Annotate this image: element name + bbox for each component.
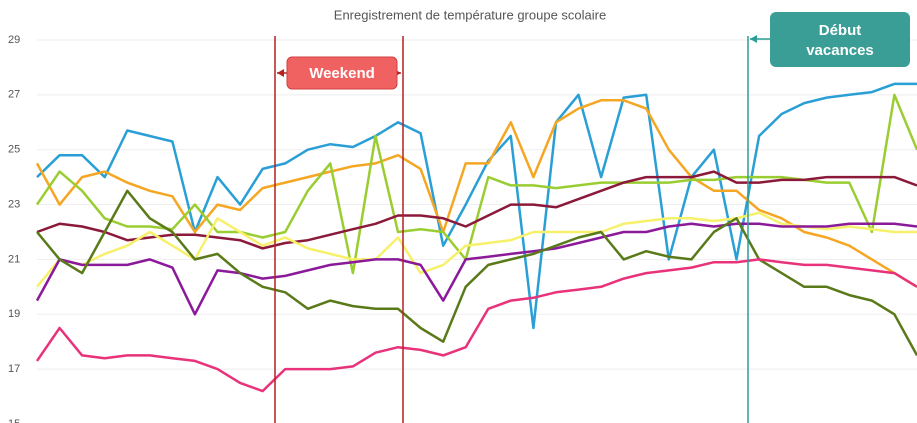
y-tick-label: 17 — [8, 363, 20, 375]
y-tick-label: 23 — [8, 198, 20, 210]
series-line — [35, 99, 917, 288]
arrow-head — [750, 35, 757, 43]
series-line — [35, 93, 917, 275]
series-line — [36, 211, 917, 288]
series-line — [35, 258, 917, 393]
y-tick-label: 27 — [8, 89, 20, 101]
series-line — [36, 170, 917, 250]
series-line — [36, 82, 917, 330]
series-line — [35, 222, 917, 316]
y-tick-label: 21 — [8, 253, 20, 265]
y-tick-label: 19 — [8, 308, 20, 320]
series-line — [36, 189, 917, 357]
y-tick-label: 15 — [8, 418, 20, 423]
y-tick-label: 25 — [8, 144, 20, 156]
vacation-label: vacances — [806, 42, 874, 59]
vacation-label: Début — [819, 22, 862, 39]
y-tick-label: 29 — [8, 34, 20, 46]
weekend-label: Weekend — [309, 65, 375, 82]
chart-title: Enregistrement de température groupe sco… — [334, 7, 606, 22]
vacation-box — [770, 12, 910, 67]
weekend-box — [286, 56, 398, 90]
